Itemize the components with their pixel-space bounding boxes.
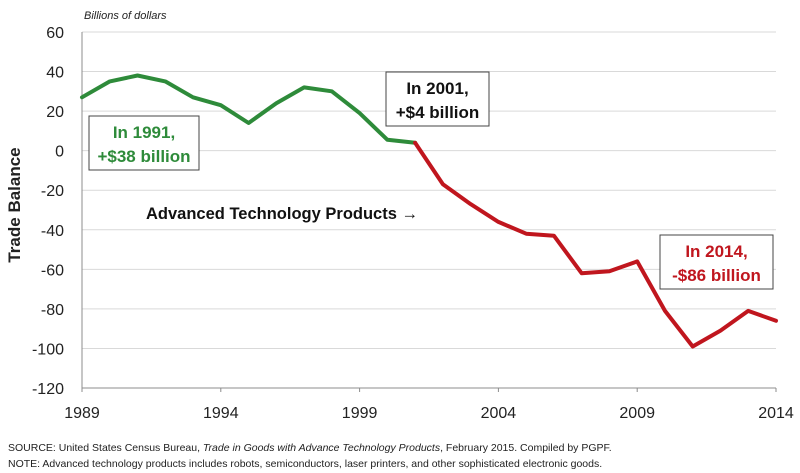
y-tick-label: 0 [55, 144, 64, 161]
x-tick-label: 1989 [64, 405, 100, 422]
source-note: SOURCE: United States Census Bureau, Tra… [8, 442, 612, 454]
y-tick-label: -40 [41, 223, 64, 240]
annotation-box [385, 71, 490, 127]
y-tick-label: 40 [46, 65, 64, 82]
y-tick-label: 60 [46, 25, 64, 42]
series-label: Advanced Technology Products → [146, 205, 418, 223]
annotation-line-2: +$4 billion [396, 103, 480, 122]
series-lines [80, 73, 778, 349]
footnote: NOTE: Advanced technology products inclu… [8, 458, 602, 470]
series-line-surplus [80, 73, 418, 145]
annotation-line-2: -$86 billion [672, 266, 761, 285]
y-axis-label: Trade Balance [5, 147, 24, 262]
annotation-box [659, 234, 774, 290]
x-tick-label: 1999 [342, 405, 378, 422]
annotation-2001: In 2001, +$4 billion [385, 71, 490, 127]
annotation-2014: In 2014, -$86 billion [659, 234, 774, 290]
annotation-1991: In 1991, +$38 billion [88, 115, 200, 171]
units-label: Billions of dollars [84, 10, 167, 22]
y-tick-label: -120 [32, 381, 64, 398]
axes [81, 32, 777, 392]
x-tick-label: 1994 [203, 405, 239, 422]
x-tick-label: 2004 [481, 405, 517, 422]
annotation-line-1: In 2014, [685, 242, 747, 261]
annotation-line-1: In 2001, [406, 79, 468, 98]
series-line-deficit [413, 140, 778, 349]
annotation-line-1: In 1991, [113, 123, 175, 142]
source-suffix: , February 2015. Compiled by PGPF. [440, 442, 612, 454]
y-tick-label: -60 [41, 262, 64, 279]
annotation-line-2: +$38 billion [97, 147, 190, 166]
annotation-box [88, 115, 200, 171]
x-tick-label: 2009 [619, 405, 655, 422]
footnote-text: NOTE: Advanced technology products inclu… [8, 458, 603, 470]
source-prefix: SOURCE: United States Census Bureau, [8, 442, 203, 454]
y-tick-label: -100 [32, 341, 64, 358]
y-tick-label: -80 [41, 302, 64, 319]
x-tick-label: 2014 [758, 405, 794, 422]
source-title: Trade in Goods with Advance Technology P… [202, 442, 441, 454]
y-tick-label: 20 [46, 104, 64, 121]
y-tick-label: -20 [41, 183, 64, 200]
